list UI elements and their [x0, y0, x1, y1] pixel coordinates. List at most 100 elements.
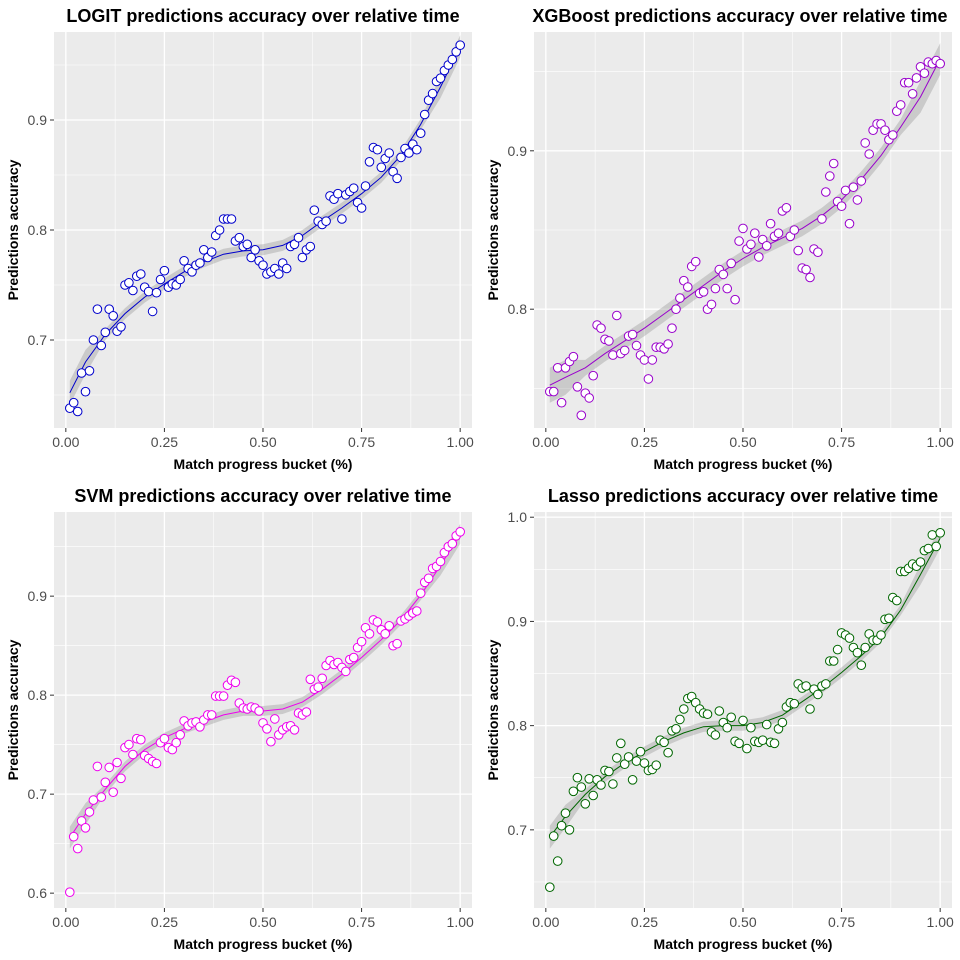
data-point [116, 322, 126, 332]
data-point [427, 88, 438, 99]
data-point [116, 773, 126, 784]
x-tick-label: 0.00 [52, 914, 79, 930]
x-tick-label: 1.00 [447, 914, 474, 930]
data-point [309, 205, 320, 215]
data-point [88, 795, 99, 805]
data-point [108, 787, 118, 798]
data-point [860, 138, 871, 148]
data-point [801, 681, 811, 691]
y-tick-label: 0.7 [508, 822, 528, 838]
data-point [864, 149, 875, 159]
y-tick-label: 1.0 [508, 509, 528, 525]
data-point [159, 265, 170, 276]
data-point [832, 644, 843, 655]
x-tick-label: 0.50 [729, 914, 756, 930]
data-point [856, 176, 867, 186]
data-point [915, 557, 926, 567]
x-tick-label: 0.00 [532, 914, 559, 930]
data-point [757, 735, 768, 746]
data-point [108, 311, 118, 321]
data-point [372, 617, 383, 627]
data-point [667, 323, 677, 334]
data-point [572, 382, 583, 392]
data-point [242, 239, 252, 250]
y-tick-label: 0.8 [508, 718, 528, 734]
data-point [337, 214, 347, 224]
data-point [250, 245, 260, 255]
data-point [376, 162, 387, 173]
data-point [364, 157, 375, 167]
data-point [356, 203, 367, 213]
y-tick-label: 0.7 [28, 786, 48, 802]
data-point [596, 780, 606, 790]
data-point [147, 306, 158, 317]
data-point [706, 299, 717, 310]
data-point [627, 775, 638, 785]
data-point [254, 706, 264, 716]
data-point [171, 737, 181, 748]
data-point [128, 749, 138, 760]
data-point [104, 762, 114, 773]
data-point [580, 799, 591, 809]
data-point [68, 397, 79, 408]
data-point [876, 630, 886, 640]
data-point [412, 606, 422, 616]
data-point [911, 73, 922, 83]
data-point [643, 374, 654, 384]
y-axis-label: Predictions accuracy [5, 639, 21, 780]
chart-title: SVM predictions accuracy over relative t… [74, 486, 451, 506]
data-point [742, 743, 752, 754]
data-point [773, 228, 784, 238]
data-point [112, 757, 122, 768]
data-point [726, 258, 737, 269]
data-point [710, 730, 721, 740]
data-point [305, 241, 316, 252]
x-tick-label: 0.25 [151, 914, 178, 930]
data-point [754, 252, 764, 262]
data-point [548, 386, 559, 397]
data-point [651, 760, 662, 771]
x-tick-label: 1.00 [927, 914, 954, 930]
y-tick-label: 0.8 [28, 222, 48, 238]
data-point [675, 293, 685, 303]
data-point [72, 406, 83, 417]
data-point [96, 340, 107, 351]
x-tick-label: 0.75 [348, 434, 375, 450]
data-point [195, 258, 205, 268]
data-point [828, 158, 839, 169]
data-point [179, 256, 189, 266]
x-tick-label: 0.25 [151, 434, 178, 450]
data-point [435, 556, 446, 567]
data-point [821, 187, 831, 197]
chart-panel-2: 0.00 0.25 0.50 0.75 1.00 0.8 0.9 XGBoost predic… [485, 6, 954, 472]
data-point [80, 386, 91, 397]
x-tick-label: 0.75 [828, 434, 855, 450]
data-point [214, 225, 225, 235]
data-point [789, 225, 800, 235]
data-point [805, 272, 815, 283]
data-point [663, 339, 673, 349]
data-point [348, 183, 359, 193]
y-axis-label: Predictions accuracy [5, 159, 21, 300]
data-point [710, 283, 721, 294]
data-point [734, 236, 744, 246]
y-tick-label: 0.6 [28, 885, 48, 901]
y-tick-label: 0.8 [28, 687, 48, 703]
data-point [226, 214, 237, 224]
data-point [321, 216, 331, 226]
data-point [844, 218, 855, 229]
data-point [612, 310, 622, 321]
data-point [777, 717, 788, 728]
data-point [604, 766, 614, 777]
data-point [892, 595, 902, 606]
data-point [789, 698, 800, 709]
data-point [128, 285, 138, 296]
data-point [623, 752, 634, 762]
data-point [746, 239, 756, 250]
x-tick-label: 0.50 [729, 434, 756, 450]
data-point [384, 148, 395, 158]
data-point [258, 260, 268, 271]
data-point [761, 719, 772, 730]
data-point [84, 366, 95, 376]
data-point [781, 203, 792, 213]
